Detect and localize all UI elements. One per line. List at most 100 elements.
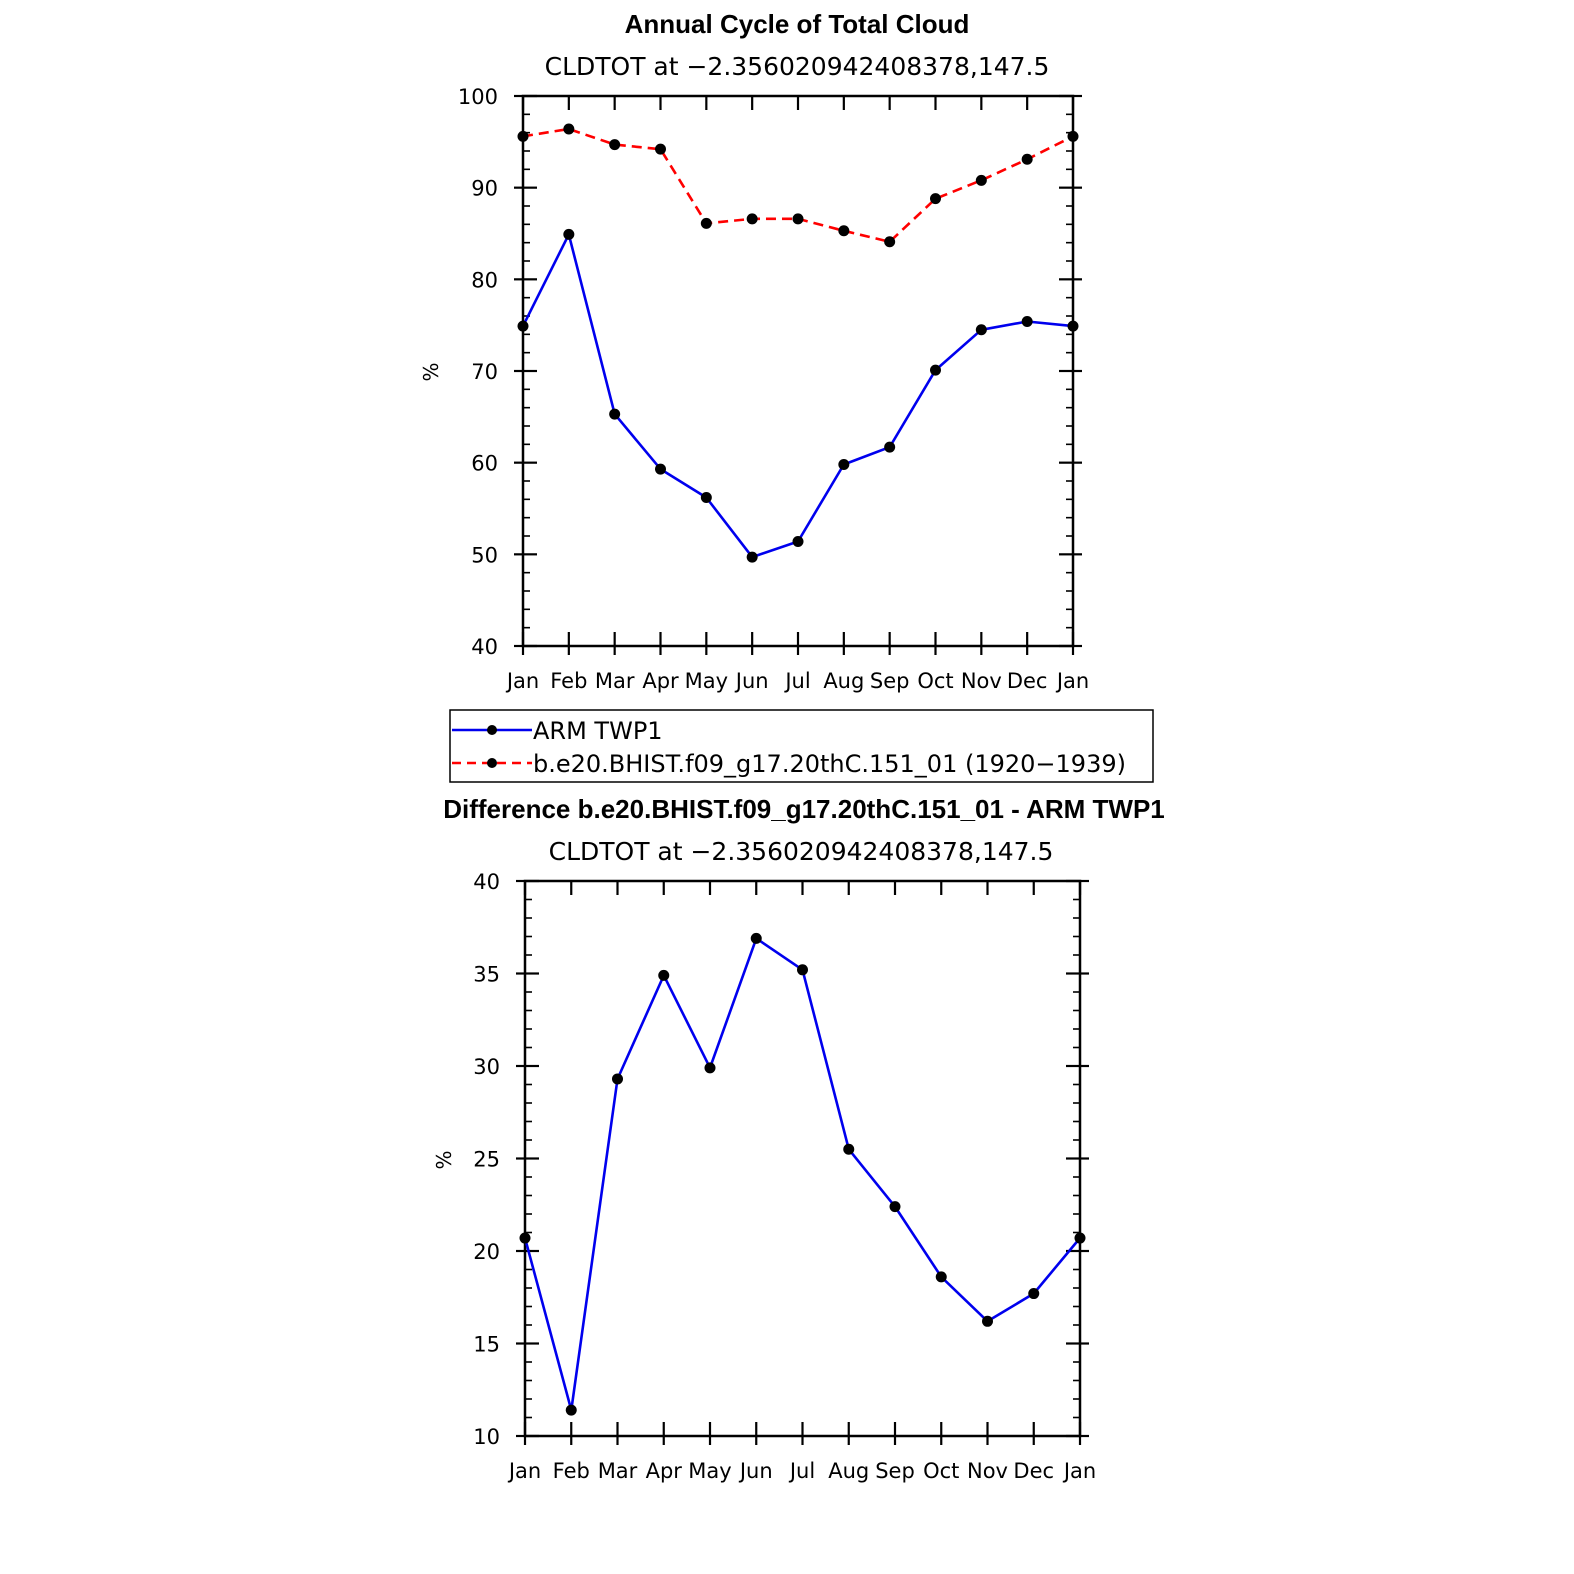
data-point: [517, 130, 529, 142]
y-axis-label: %: [432, 1150, 456, 1169]
legend-label-model: b.e20.BHIST.f09_g17.20thC.151_01 (1920−1…: [533, 750, 1126, 778]
x-tick-label: Oct: [923, 1459, 959, 1483]
x-tick-label: May: [688, 1459, 731, 1483]
data-point: [658, 969, 670, 981]
y-axis-label: %: [419, 362, 443, 381]
data-point: [930, 364, 941, 376]
data-point: [1021, 153, 1033, 165]
chart-subtitle: CLDTOT at −2.356020942408378,147.5: [549, 837, 1054, 866]
x-tick-label: Mar: [595, 669, 635, 693]
difference-chart: Difference b.e20.BHIST.f09_g17.20thC.151…: [432, 794, 1165, 1483]
series-layer: [517, 123, 1079, 563]
y-tick-label: 80: [471, 268, 498, 292]
axis-ticks: Jan Feb Mar Apr May Jun Jul Aug Sep Oct Nov Dec Jan 1…: [473, 870, 1096, 1483]
data-point: [982, 1315, 993, 1327]
data-point: [884, 236, 896, 248]
y-tick-label: 60: [471, 452, 498, 476]
y-tick-label: 35: [473, 963, 500, 987]
data-point: [746, 551, 758, 563]
x-tick-label: Apr: [642, 669, 679, 693]
x-tick-label: Mar: [598, 1459, 638, 1483]
y-tick-label: 40: [471, 635, 498, 659]
x-tick-label: Oct: [917, 669, 953, 693]
data-point: [1028, 1288, 1040, 1300]
x-tick-label: Aug: [828, 1459, 869, 1483]
data-point: [1021, 316, 1033, 327]
x-tick-label: Aug: [823, 669, 864, 693]
y-tick-label: 100: [458, 85, 498, 109]
series-line: [522, 127, 1074, 244]
data-point: [517, 320, 529, 332]
data-point: [884, 441, 896, 453]
x-tick-label: Jul: [783, 669, 810, 693]
x-tick-label: Nov: [961, 669, 1002, 693]
data-point: [975, 324, 987, 336]
x-tick-label: Jul: [788, 1459, 815, 1483]
data-point: [792, 213, 804, 225]
data-point: [563, 228, 575, 240]
data-point: [612, 1073, 623, 1085]
data-point: [519, 1232, 531, 1244]
data-point: [797, 964, 808, 976]
y-tick-label: 15: [473, 1333, 500, 1357]
x-tick-label: Dec: [1007, 669, 1048, 693]
data-point: [1074, 1232, 1086, 1244]
legend-label-arm: ARM TWP1: [533, 717, 663, 745]
data-point: [935, 1271, 947, 1283]
series-layer: [519, 932, 1086, 1416]
x-tick-label: Dec: [1013, 1459, 1054, 1483]
annual-cycle-chart: Annual Cycle of Total Cloud CLDTOT at −2…: [419, 9, 1089, 693]
x-tick-label: Apr: [646, 1459, 683, 1483]
data-point: [930, 193, 941, 205]
y-tick-label: 90: [471, 177, 498, 201]
data-point: [838, 459, 850, 470]
y-tick-label: 70: [471, 360, 498, 384]
x-tick-label: Jan: [505, 669, 539, 693]
x-tick-label: Jan: [507, 1459, 541, 1483]
data-point: [609, 139, 621, 151]
data-point: [700, 492, 712, 503]
data-point: [838, 225, 850, 237]
x-tick-label: Feb: [553, 1459, 590, 1483]
data-point: [843, 1143, 855, 1155]
data-point: [889, 1201, 901, 1213]
data-point: [565, 1404, 577, 1416]
data-point: [750, 932, 762, 944]
chart-subtitle: CLDTOT at −2.356020942408378,147.5: [545, 52, 1050, 81]
plot-frame: [523, 879, 1082, 1438]
y-tick-label: 30: [473, 1055, 500, 1079]
y-tick-label: 20: [473, 1240, 500, 1264]
y-tick-label: 40: [473, 870, 500, 894]
data-point: [1067, 130, 1079, 142]
data-point: [704, 1062, 716, 1074]
data-point: [746, 213, 758, 225]
data-point: [700, 217, 712, 229]
y-tick-label: 10: [473, 1425, 500, 1449]
chart-title: Difference b.e20.BHIST.f09_g17.20thC.151…: [443, 794, 1165, 824]
x-tick-label: Sep: [875, 1459, 915, 1483]
chart-title: Annual Cycle of Total Cloud: [625, 9, 970, 39]
data-point: [655, 143, 666, 155]
data-point: [563, 123, 575, 135]
legend-marker-arm: [487, 725, 497, 735]
x-tick-label: Jun: [734, 669, 769, 693]
series-line: [523, 937, 1081, 1412]
data-point: [609, 408, 621, 420]
legend-marker-model: [487, 758, 497, 768]
data-point: [975, 174, 987, 186]
x-tick-label: Nov: [967, 1459, 1008, 1483]
y-tick-label: 25: [473, 1148, 500, 1172]
data-point: [1067, 320, 1079, 332]
x-tick-label: Sep: [870, 669, 910, 693]
x-tick-label: May: [685, 669, 728, 693]
series-line: [521, 233, 1074, 559]
legend-box: [449, 709, 1154, 783]
y-tick-label: 50: [471, 543, 498, 567]
plot-frame: [521, 94, 1075, 648]
x-tick-label: Jan: [1062, 1459, 1096, 1483]
axis-ticks: Jan Feb Mar Apr May Jun Jul Aug Sep Oct Nov Dec Jan 4…: [458, 85, 1089, 693]
x-tick-label: Jun: [738, 1459, 773, 1483]
data-point: [655, 463, 666, 475]
data-point: [792, 536, 804, 547]
